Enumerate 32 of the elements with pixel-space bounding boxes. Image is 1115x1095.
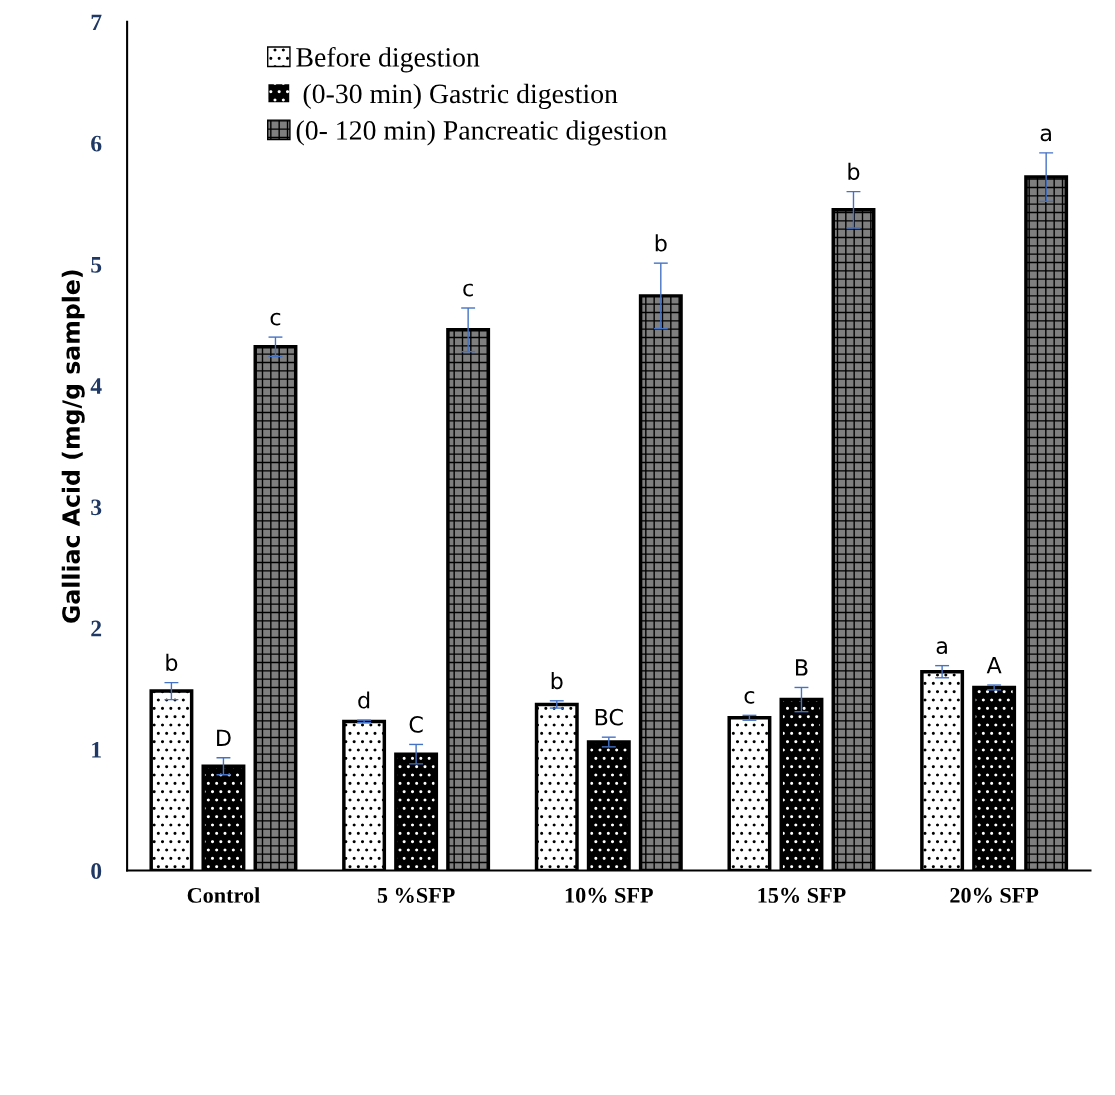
data-label: BC <box>595 708 623 726</box>
y-tick-label: 7 <box>91 14 102 31</box>
y-tick-label: 3 <box>91 499 102 516</box>
y-axis-title: Galliac Acid (mg/g sample) <box>61 270 85 623</box>
y-tick-label: 2 <box>91 620 102 637</box>
data-label: C <box>409 716 423 733</box>
data-label: B <box>796 659 808 676</box>
data-label: b <box>166 653 178 672</box>
legend-label: Before digestion <box>296 46 480 73</box>
y-tick-label: 0 <box>91 863 102 879</box>
data-label: a <box>1040 128 1051 142</box>
data-label: c <box>270 312 281 326</box>
data-label: c <box>744 691 755 704</box>
data-label: d <box>358 691 370 709</box>
y-tick-label: 4 <box>90 378 102 394</box>
legend-label: (0- 120 min) Pancreatic digestion <box>296 120 667 146</box>
data-label: c <box>463 283 473 297</box>
data-label: b <box>655 234 667 252</box>
data-label: a <box>936 641 947 655</box>
data-label: b <box>848 162 860 181</box>
x-tick-label: 10% SFP <box>565 887 653 903</box>
data-label: D <box>217 729 231 746</box>
x-tick-label: 5 %SFP <box>377 887 455 903</box>
legend-label: (0-30 min) Gastric digestion <box>303 83 618 109</box>
data-label: b <box>551 672 563 690</box>
y-tick-label: 1 <box>92 741 101 758</box>
y-tick-label: 5 <box>91 257 102 273</box>
y-tick-label: 6 <box>91 135 102 152</box>
x-tick-label: 20% SFP <box>950 887 1039 903</box>
data-label: A <box>986 656 1002 674</box>
x-tick-label: Control <box>187 887 260 903</box>
x-tick-label: 15% SFP <box>758 887 846 903</box>
